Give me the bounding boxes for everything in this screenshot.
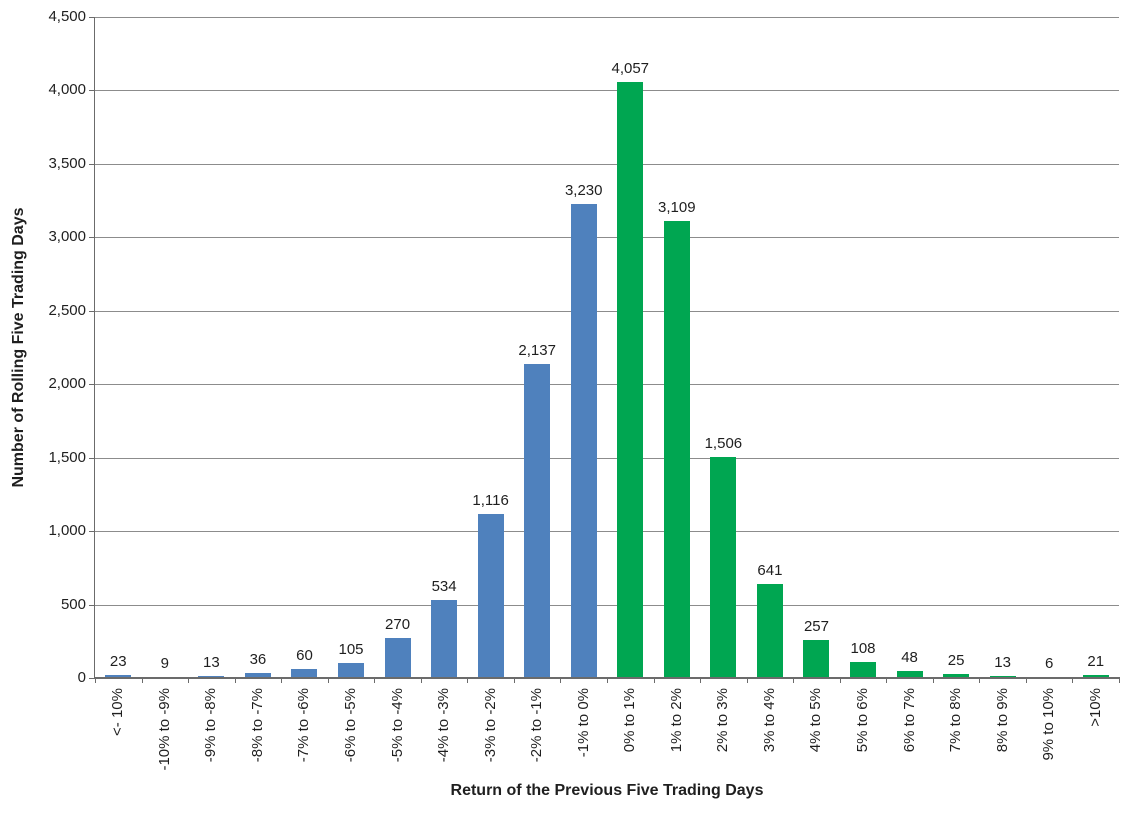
bar-value-label: 36 (249, 650, 267, 668)
y-tick-mark (89, 531, 95, 533)
bar-value-label: 534 (431, 577, 457, 595)
bar (710, 456, 737, 678)
bar-value-label: 3,230 (564, 181, 603, 199)
y-tick-mark (89, 457, 95, 459)
bar (1082, 674, 1109, 678)
bar (663, 221, 690, 678)
bar-value-label: 105 (338, 640, 364, 658)
x-tick-mark (513, 678, 515, 683)
y-tick-label: 3,500 (48, 154, 86, 172)
gridline (95, 163, 1119, 165)
y-tick-mark (89, 604, 95, 606)
bar (896, 670, 923, 678)
bar-value-label: 25 (947, 652, 965, 670)
x-tick-mark (653, 678, 655, 683)
bar (477, 514, 504, 678)
x-tick-mark (420, 678, 422, 683)
x-tick-mark (1025, 678, 1027, 683)
bar-value-label: 13 (203, 654, 220, 672)
x-tick-mark (746, 678, 748, 683)
x-tick-mark (234, 678, 236, 683)
gridline (95, 384, 1119, 386)
y-tick-mark (89, 163, 95, 165)
bar-value-label: 108 (850, 640, 876, 658)
bar (291, 669, 318, 678)
bar-value-label: 270 (385, 616, 411, 634)
bar (850, 662, 876, 678)
gridline (95, 90, 1119, 92)
y-tick-label: 2,000 (48, 375, 86, 393)
bar (803, 640, 830, 678)
y-tick-mark (89, 237, 95, 239)
x-tick-mark (700, 678, 702, 683)
gridline (95, 604, 1119, 606)
bar (617, 82, 644, 678)
x-tick-mark (467, 678, 469, 683)
x-tick-mark (374, 678, 376, 683)
bar (570, 203, 597, 678)
y-tick-mark (89, 678, 95, 679)
bar-value-label: 9 (160, 654, 169, 672)
x-tick-mark (141, 678, 143, 683)
x-tick-mark (979, 678, 981, 683)
bar-value-label: 60 (296, 647, 313, 665)
bar-value-label: 23 (109, 652, 127, 670)
x-tick-mark (560, 678, 562, 683)
bar (431, 599, 458, 678)
bar (244, 672, 271, 678)
bar-value-label: 21 (1087, 652, 1105, 670)
y-tick-mark (89, 17, 95, 18)
bar (384, 638, 411, 678)
x-tick-mark (886, 678, 888, 683)
y-tick-mark (89, 384, 95, 386)
x-tick-mark (281, 678, 283, 683)
x-tick-mark (793, 678, 795, 683)
y-tick-label: 1,000 (48, 522, 86, 540)
y-axis-title: Number of Rolling Five Trading Days (10, 207, 27, 488)
y-tick-label: 2,500 (48, 301, 86, 319)
x-axis-title: Return of the Previous Five Trading Days (450, 782, 764, 799)
y-tick-label: 4,500 (48, 8, 86, 25)
bar-value-label: 4,057 (611, 60, 650, 78)
y-tick-label: 3,000 (48, 228, 86, 246)
bar-value-label: 2,137 (518, 342, 556, 360)
x-tick-mark (188, 678, 190, 683)
gridline (95, 237, 1119, 239)
bar (338, 662, 364, 678)
bar-value-label: 1,506 (704, 434, 743, 452)
plot-area: 23 9 13 36 60 105 270 534 1,116 2,137 3,230 4,057 3,… (95, 17, 1119, 678)
y-tick-label: 1,500 (48, 448, 86, 466)
y-tick-label: 0 (77, 669, 86, 686)
x-tick-mark (932, 678, 934, 683)
y-tick-label: 500 (60, 595, 86, 613)
y-tick-label: 4,000 (48, 81, 86, 99)
bar (756, 583, 783, 678)
bar-value-label: 257 (803, 618, 829, 636)
gridline (95, 310, 1119, 312)
y-tick-mark (89, 310, 95, 312)
gridline (95, 457, 1119, 459)
bar-value-label: 3,109 (658, 199, 696, 217)
bar-value-label: 48 (901, 648, 918, 666)
gridline (95, 17, 1119, 18)
x-tick-mark (607, 678, 608, 683)
bar-value-label: 13 (994, 654, 1011, 672)
bar (105, 674, 132, 678)
x-tick-mark (1119, 678, 1120, 683)
bar-value-label: 1,116 (472, 492, 509, 510)
y-axis-line (94, 17, 95, 678)
x-tick-mark (95, 678, 96, 683)
bar-value-label: 641 (757, 561, 783, 579)
y-tick-mark (89, 90, 95, 92)
x-tick-mark (327, 678, 329, 683)
bar (524, 364, 551, 678)
bar-value-label: 6 (1045, 655, 1054, 673)
gridline (95, 531, 1119, 533)
x-tick-mark (839, 678, 841, 683)
x-tick-mark (1072, 678, 1074, 683)
bar (943, 674, 970, 678)
